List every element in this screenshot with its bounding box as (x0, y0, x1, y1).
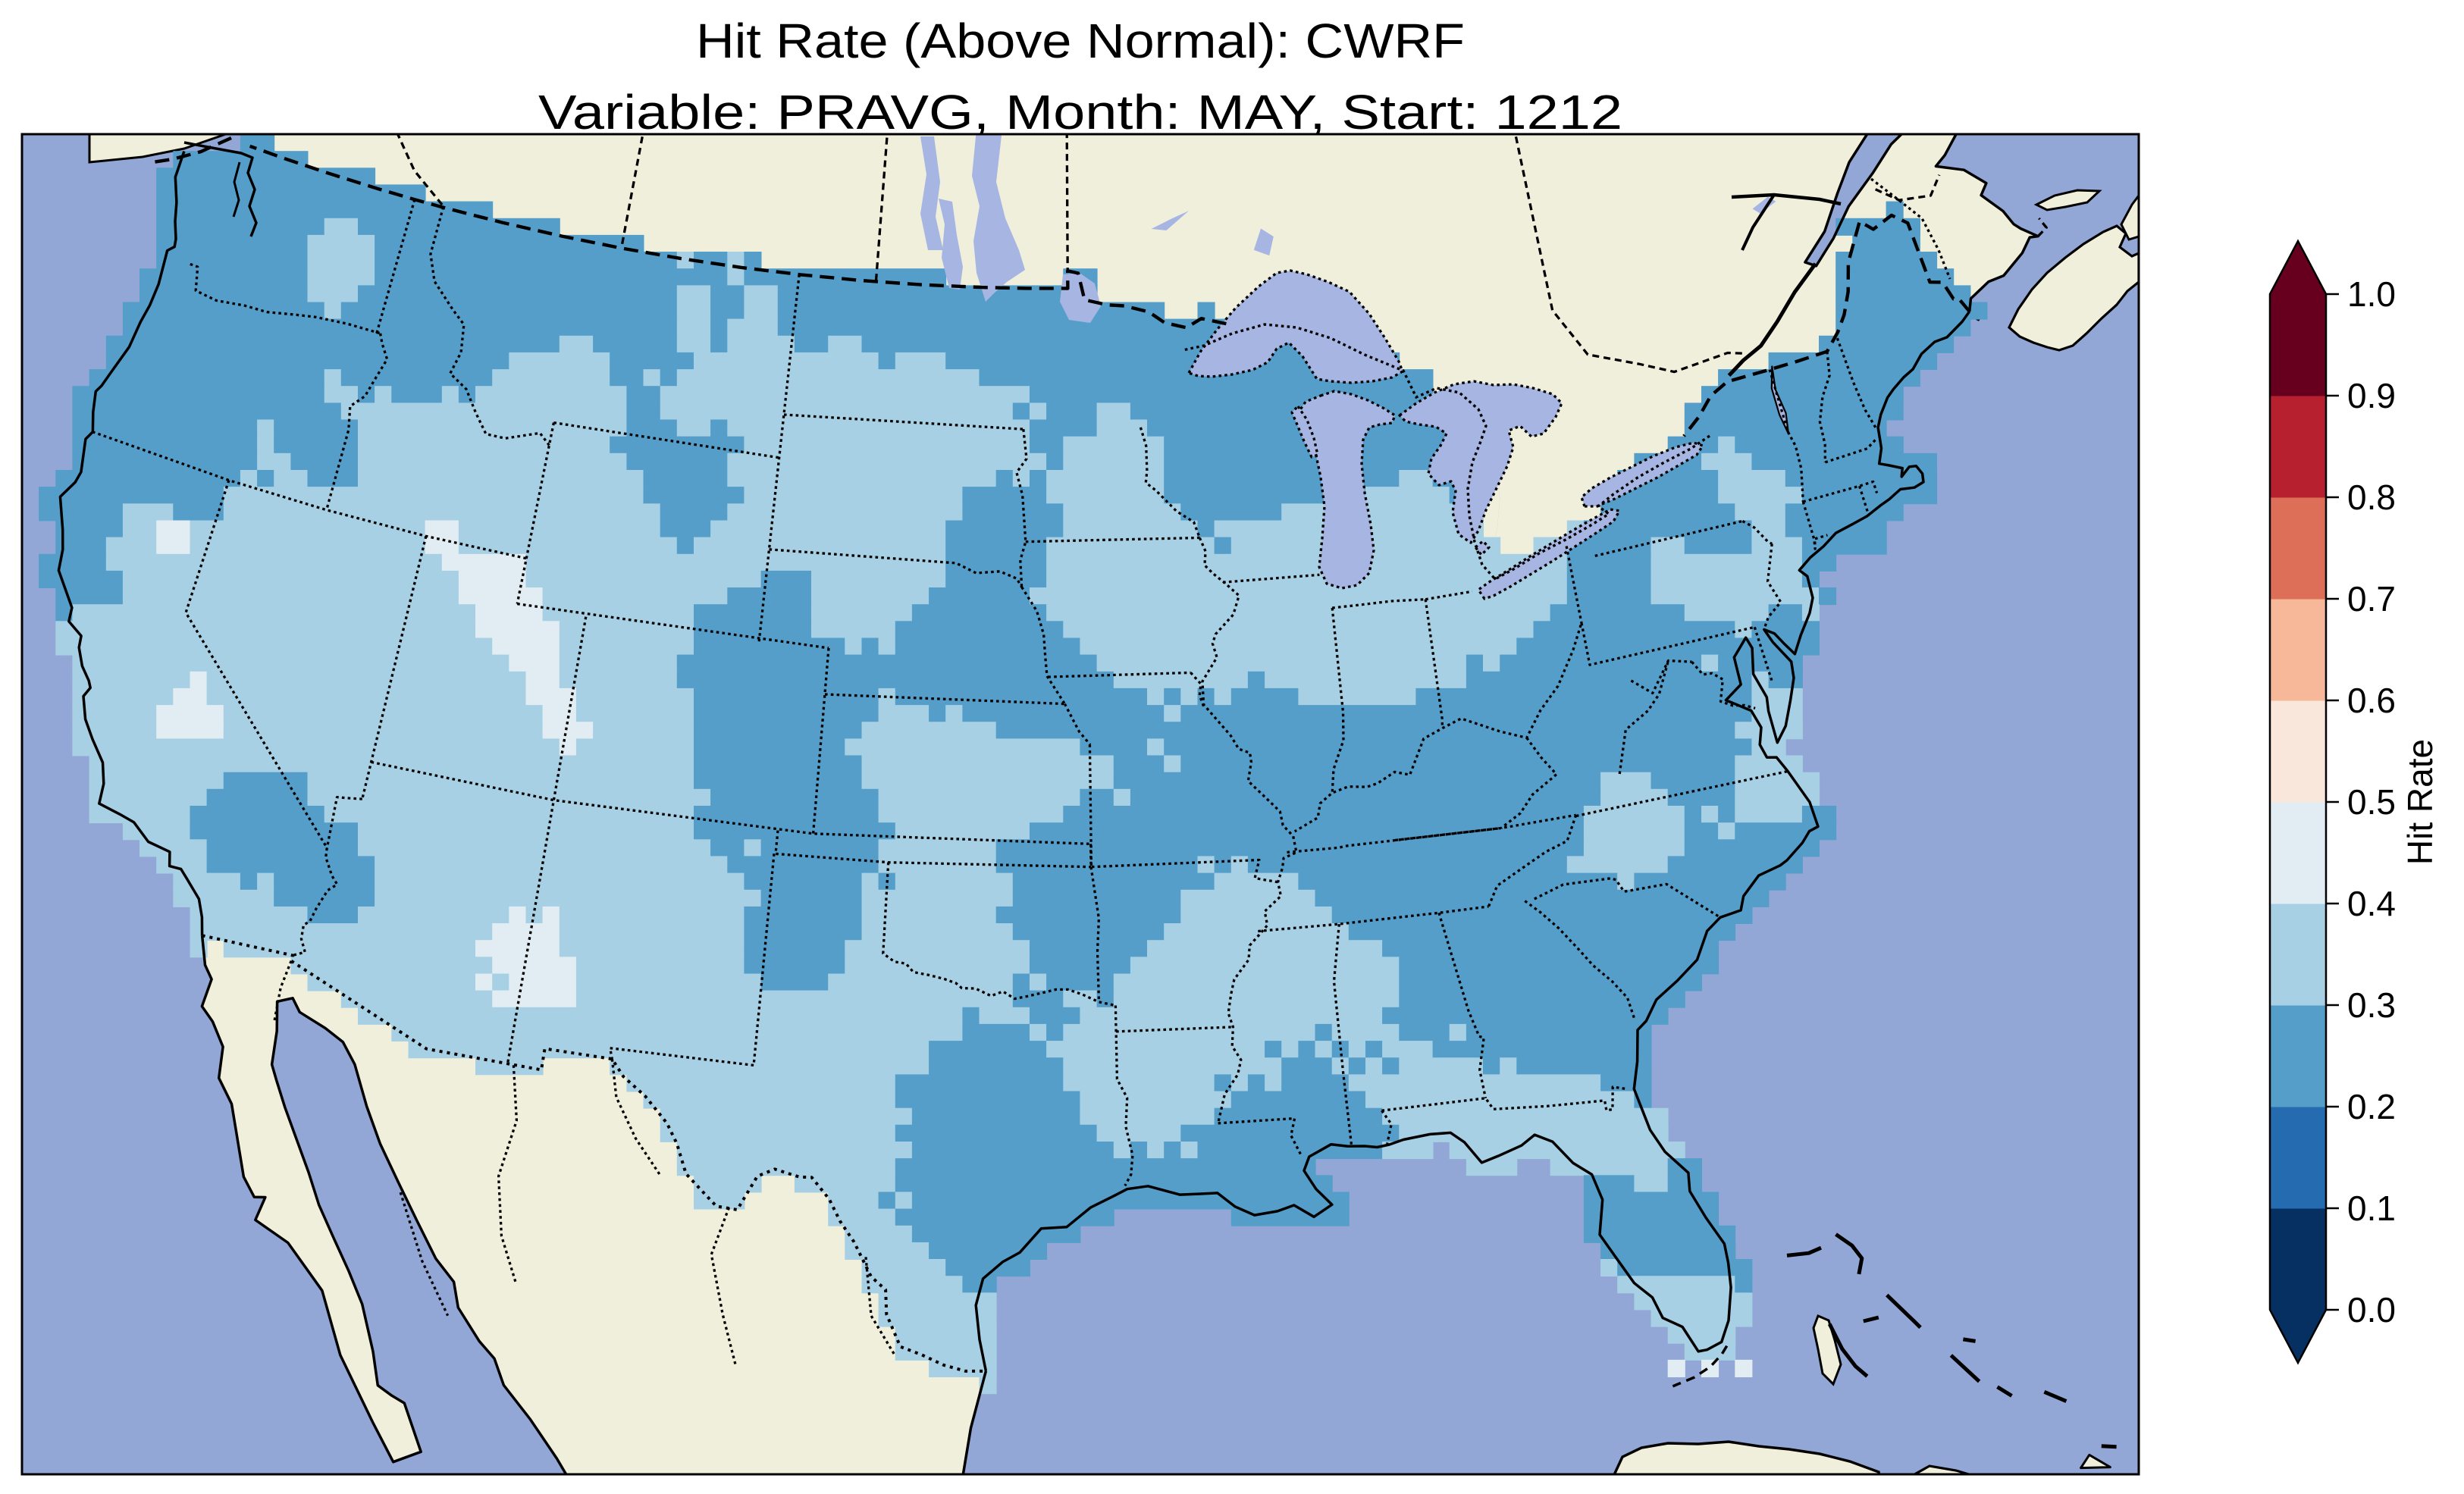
svg-text:0.5: 0.5 (2347, 782, 2396, 822)
svg-text:Hit Rate (Above Normal): CWRF: Hit Rate (Above Normal): CWRF (696, 14, 1465, 68)
svg-text:0.6: 0.6 (2347, 681, 2396, 720)
svg-text:0.8: 0.8 (2347, 478, 2396, 517)
svg-text:0.4: 0.4 (2347, 884, 2396, 923)
svg-text:Variable: PRAVG, Month: MAY, S: Variable: PRAVG, Month: MAY, Start: 1212 (538, 85, 1622, 139)
svg-text:0.3: 0.3 (2347, 985, 2396, 1025)
svg-text:1.0: 1.0 (2347, 274, 2396, 314)
svg-text:0.9: 0.9 (2347, 376, 2396, 415)
svg-text:Hit Rate: Hit Rate (2400, 739, 2440, 865)
svg-text:0.2: 0.2 (2347, 1087, 2396, 1126)
svg-text:0.7: 0.7 (2347, 579, 2396, 619)
svg-text:0.1: 0.1 (2347, 1189, 2396, 1228)
svg-text:0.0: 0.0 (2347, 1290, 2396, 1330)
